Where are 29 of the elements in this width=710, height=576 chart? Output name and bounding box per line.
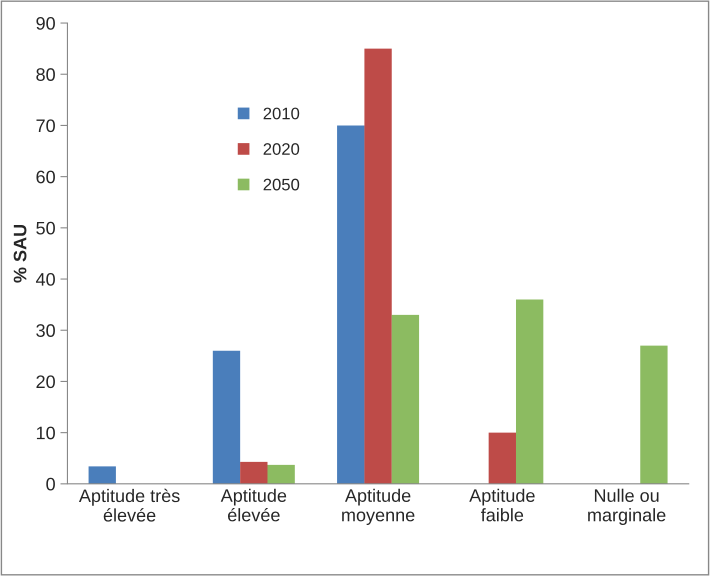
legend-label: 2020 bbox=[264, 143, 300, 155]
y-axis-title: % SAU bbox=[14, 224, 26, 283]
bar bbox=[337, 125, 364, 484]
bar bbox=[240, 462, 268, 484]
bar bbox=[364, 48, 392, 484]
y-tick-label: 50 bbox=[36, 222, 55, 235]
bar bbox=[516, 300, 544, 484]
y-tick-label: 40 bbox=[36, 272, 55, 286]
bar bbox=[392, 314, 420, 484]
y-tick-label: 30 bbox=[36, 324, 55, 337]
y-tick-label: 0 bbox=[46, 478, 55, 491]
y-tick-label: 10 bbox=[36, 426, 55, 440]
bar bbox=[267, 464, 295, 484]
x-tick-label: Aptitude très élevée bbox=[78, 488, 180, 522]
x-tick-label: Aptitude faible bbox=[469, 488, 535, 522]
y-tick-label: 90 bbox=[36, 16, 55, 30]
bar bbox=[640, 346, 668, 484]
y-tick-label: 20 bbox=[36, 375, 55, 388]
y-tick-label: 70 bbox=[36, 119, 55, 132]
y-tick-label: 80 bbox=[36, 68, 55, 81]
bar bbox=[212, 350, 240, 484]
legend-label: 2010 bbox=[264, 108, 300, 120]
y-tick-label: 60 bbox=[36, 170, 55, 184]
x-tick-label: Aptitude moyenne bbox=[342, 488, 414, 525]
bar bbox=[88, 466, 116, 484]
legend-label: 2050 bbox=[264, 178, 300, 190]
bar bbox=[488, 432, 516, 484]
x-tick-label: Aptitude élevée bbox=[220, 488, 286, 522]
x-tick-label: Nulle ou marginale bbox=[588, 488, 666, 525]
